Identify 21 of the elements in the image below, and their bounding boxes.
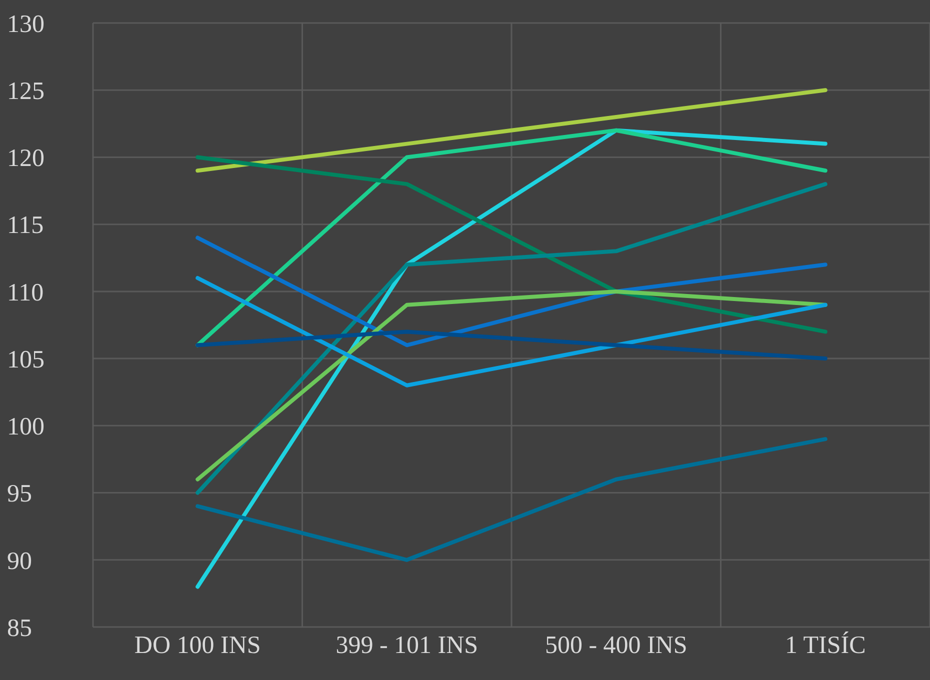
y-tick-label: 110 — [7, 279, 44, 306]
line-series — [196, 437, 828, 562]
y-tick-label: 115 — [7, 212, 44, 240]
line-series — [196, 155, 828, 334]
y-tick-label: 90 — [7, 548, 32, 575]
y-tick-label: 120 — [7, 145, 44, 172]
x-tick-label: 1 TISÍC — [784, 630, 866, 659]
y-tick-label: 105 — [7, 346, 44, 374]
line-series — [196, 276, 828, 388]
line-series — [196, 236, 828, 348]
y-tick-label: 85 — [7, 614, 32, 642]
x-tick-label: 500 - 400 INS — [544, 632, 688, 659]
y-tick-label: 95 — [7, 480, 32, 508]
line-series — [196, 88, 828, 173]
x-tick-label: 399 - 101 INS — [336, 632, 478, 659]
y-tick-label: 130 — [7, 10, 44, 38]
line-series — [196, 182, 828, 495]
y-tick-label: 125 — [7, 78, 44, 105]
y-tick-label: 100 — [7, 414, 44, 441]
x-tick-label: DO 100 INS — [134, 632, 261, 659]
line-series — [196, 128, 828, 589]
